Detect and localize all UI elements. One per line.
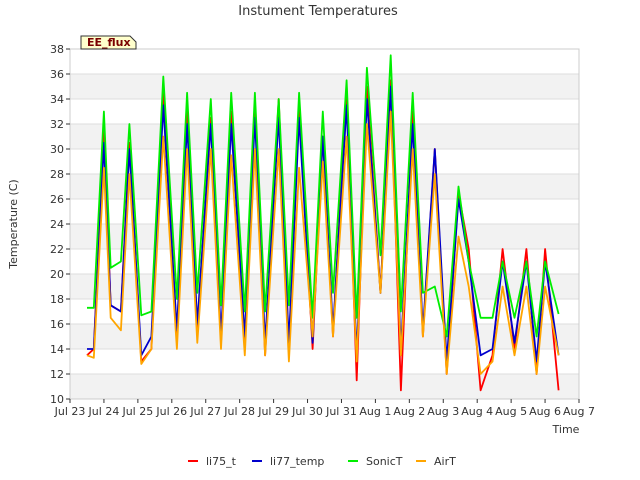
- x-tick-label: Aug 1: [359, 405, 391, 418]
- y-tick-label: 34: [50, 93, 64, 106]
- legend-label: li77_temp: [270, 455, 324, 468]
- y-tick-label: 10: [50, 393, 64, 406]
- legend-label: li75_t: [206, 455, 237, 468]
- x-tick-label: Jul 23: [54, 405, 86, 418]
- x-axis-label: Time: [552, 423, 580, 436]
- x-tick-label: Jul 26: [155, 405, 187, 418]
- x-tick-label: Aug 5: [495, 405, 527, 418]
- x-tick-label: Aug 7: [563, 405, 595, 418]
- x-tick-label: Aug 6: [529, 405, 561, 418]
- x-tick-label: Jul 24: [88, 405, 120, 418]
- x-tick-label: Jul 29: [257, 405, 289, 418]
- y-tick-label: 12: [50, 368, 64, 381]
- y-tick-label: 32: [50, 118, 64, 131]
- legend: li75_t li77_temp SonicT AirT: [188, 455, 456, 468]
- x-tick-label: Jul 25: [121, 405, 153, 418]
- x-tick-label: Jul 27: [189, 405, 221, 418]
- x-tick-label: Aug 3: [427, 405, 459, 418]
- plot-background-bands: [70, 74, 579, 399]
- y-tick-label: 30: [50, 143, 64, 156]
- series-lines: [86, 54, 560, 392]
- x-tick-label: Jul 28: [223, 405, 255, 418]
- x-tick-label: Aug 4: [461, 405, 493, 418]
- y-tick-label: 14: [50, 343, 64, 356]
- site-label-box: [80, 35, 137, 50]
- legend-label: AirT: [434, 455, 456, 468]
- y-tick-label: 18: [50, 293, 64, 306]
- y-tick-label: 22: [50, 243, 64, 256]
- x-axis: Jul 23 Jul 24 Jul 25 Jul 26 Jul 27 Jul 28 Jul …: [54, 399, 595, 418]
- background-band: [70, 74, 579, 99]
- background-band: [70, 374, 579, 399]
- y-tick-label: 24: [50, 218, 64, 231]
- series-line-SonicT: [87, 54, 560, 338]
- y-tick-label: 20: [50, 268, 64, 281]
- background-band: [70, 224, 579, 249]
- y-tick-label: 38: [50, 43, 64, 56]
- y-tick-label: 16: [50, 318, 64, 331]
- site-label-badge: EE_flux: [80, 35, 137, 50]
- x-tick-label: Aug 2: [393, 405, 425, 418]
- y-tick-label: 28: [50, 168, 64, 181]
- chart-title: Instument Temperatures: [238, 4, 398, 19]
- legend-label: SonicT: [366, 455, 403, 468]
- series-line-AirT: [86, 110, 560, 375]
- y-axis: 10 12 14 16 18 20 22 24 26 28 30 32 34 36 38: [50, 43, 70, 406]
- site-label-text: EE_flux: [87, 36, 131, 49]
- x-tick-label: Jul 30: [291, 405, 323, 418]
- y-axis-label: Temperature (C): [7, 179, 20, 269]
- y-tick-label: 36: [50, 68, 64, 81]
- x-tick-label: Jul 31: [325, 405, 357, 418]
- y-tick-label: 26: [50, 193, 64, 206]
